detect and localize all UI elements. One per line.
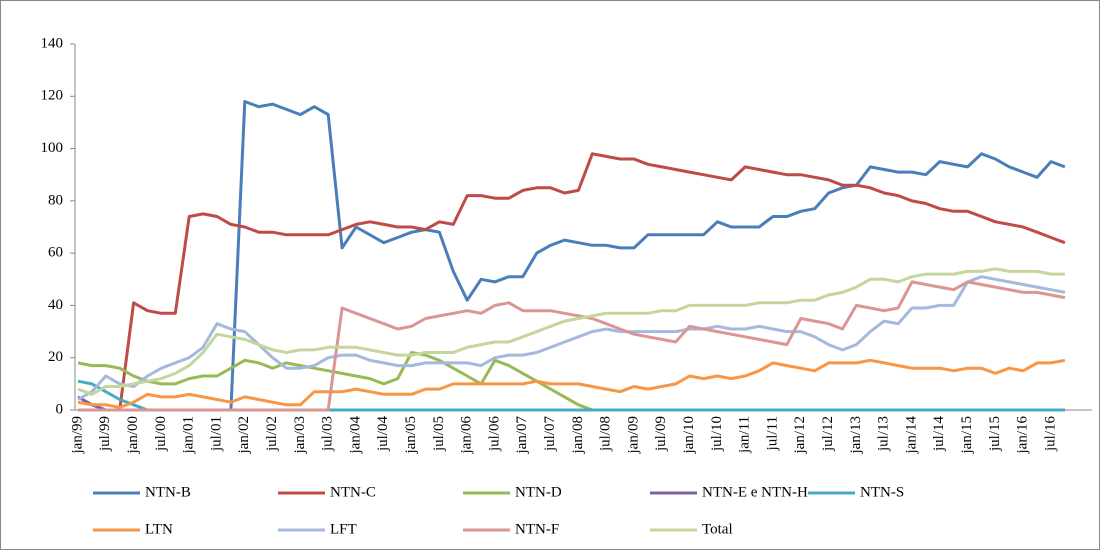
x-tick-label: jul/06 xyxy=(486,416,502,453)
x-tick-label: jul/14 xyxy=(931,416,947,453)
x-tick-label: jan/08 xyxy=(570,416,586,455)
x-tick-label: jan/14 xyxy=(903,416,919,455)
x-tick-label: jan/01 xyxy=(181,416,197,455)
x-tick-label: jan/06 xyxy=(459,416,475,455)
x-tick-label: jul/12 xyxy=(820,416,836,452)
x-tick-label: jan/11 xyxy=(737,416,753,454)
y-tick-label: 60 xyxy=(48,245,63,261)
x-tick-label: jul/99 xyxy=(97,416,113,452)
x-tick-label: jul/11 xyxy=(764,416,780,451)
x-tick-label: jul/08 xyxy=(598,416,614,452)
series-line xyxy=(77,358,1066,409)
x-tick-label: jul/15 xyxy=(987,416,1003,452)
x-tick-label: jul/16 xyxy=(1042,416,1058,453)
y-tick-label: 140 xyxy=(41,35,64,51)
x-tick-label: jul/05 xyxy=(431,416,447,452)
series-line xyxy=(78,100,1066,412)
legend-label: NTN-S xyxy=(860,484,904,500)
x-tick-label: jul/00 xyxy=(153,416,169,452)
x-tick-label: jan/10 xyxy=(681,416,697,455)
series-line xyxy=(77,275,1066,401)
x-tick-label: jul/13 xyxy=(876,416,892,452)
legend-label: NTN-E e NTN-H xyxy=(702,484,808,500)
legend-label: LTN xyxy=(145,521,173,537)
x-tick-label: jan/12 xyxy=(792,416,808,455)
x-tick-label: jan/04 xyxy=(347,416,363,455)
x-tick-label: jan/03 xyxy=(292,416,308,455)
y-tick-label: 0 xyxy=(56,401,64,417)
legend-label: Total xyxy=(702,521,733,537)
y-tick-label: 100 xyxy=(41,140,64,156)
legend-label: NTN-B xyxy=(145,484,191,500)
series-line xyxy=(77,267,1065,396)
x-tick-label: jul/03 xyxy=(320,416,336,452)
x-tick-label: jan/16 xyxy=(1015,416,1031,455)
x-tick-label: jan/15 xyxy=(959,416,975,455)
x-tick-label: jan/00 xyxy=(125,416,141,455)
legend-label: NTN-D xyxy=(515,484,562,500)
x-tick-label: jul/10 xyxy=(709,416,725,452)
x-tick-label: jan/02 xyxy=(236,416,252,455)
legend-label: NTN-C xyxy=(330,484,376,500)
x-tick-label: jul/04 xyxy=(375,416,391,453)
y-tick-label: 20 xyxy=(48,349,63,365)
y-tick-label: 80 xyxy=(48,192,63,208)
legend-label: NTN-F xyxy=(515,521,559,537)
series-line xyxy=(78,152,1066,412)
x-tick-label: jul/01 xyxy=(208,416,224,452)
x-tick-label: jul/09 xyxy=(653,416,669,452)
y-tick-label: 120 xyxy=(41,88,64,104)
x-tick-label: jan/09 xyxy=(625,416,641,455)
x-tick-label: jan/05 xyxy=(403,416,419,455)
x-tick-label: jul/02 xyxy=(264,416,280,452)
x-tick-label: jan/13 xyxy=(848,416,864,455)
series-line xyxy=(78,280,1066,412)
legend-label: LFT xyxy=(330,521,357,537)
x-tick-label: jul/07 xyxy=(542,416,558,453)
y-tick-label: 40 xyxy=(48,297,63,313)
x-tick-label: jan/07 xyxy=(514,416,530,455)
x-tick-label: jan/99 xyxy=(69,416,85,455)
